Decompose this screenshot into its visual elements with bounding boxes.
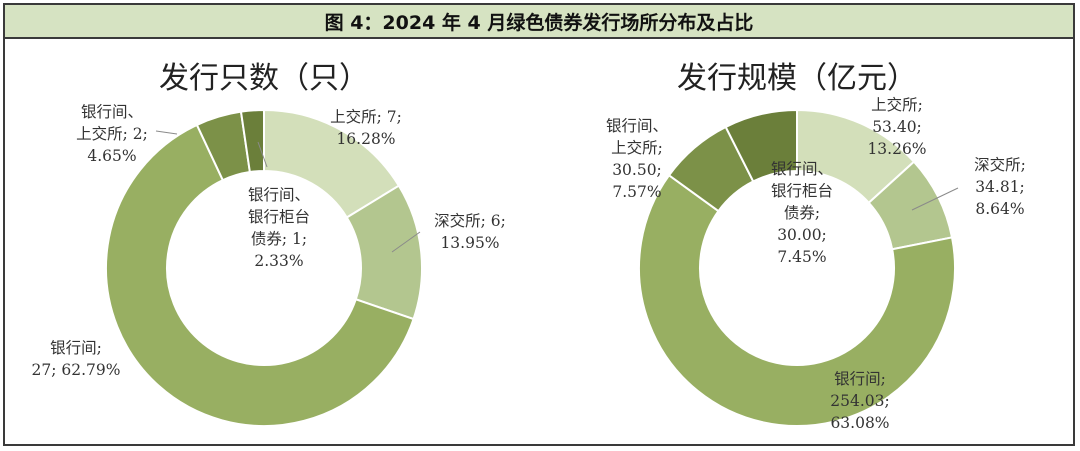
data-label: 深交所; 34.81; 8.64%	[974, 156, 1026, 218]
leader-line	[391, 231, 421, 253]
data-label: 上交所; 7; 16.28%	[330, 108, 402, 148]
leader-line	[257, 141, 268, 168]
data-label: 银行间; 27; 62.79%	[32, 339, 121, 379]
data-label: 上交所; 53.40; 13.26%	[867, 96, 926, 158]
slice-3	[105, 123, 415, 427]
slice-5	[724, 108, 798, 183]
donut-chart-1: 发行只数（只） 上交所; 7; 16.28% 深交所; 6; 13.95% 银行间; 27;…	[32, 61, 506, 427]
data-label: 银行间、上交所; 2; 4.65%	[76, 103, 148, 165]
leader-line	[911, 187, 959, 211]
chart-title: 发行只数（只）	[159, 61, 369, 96]
figure-title: 图 4：2024 年 4 月绿色债券发行场所分布及占比	[5, 5, 1073, 39]
chart-title: 发行规模（亿元）	[677, 61, 917, 96]
data-label: 银行间、银行柜台债券; 1; 2.33%	[248, 186, 310, 270]
slice-5	[239, 108, 265, 174]
data-label: 深交所; 6; 13.95%	[434, 212, 506, 252]
data-label: 银行间; 254.03; 63.08%	[830, 370, 889, 432]
leader-line	[155, 130, 178, 135]
data-label: 银行间、上交所; 30.50; 7.57%	[606, 117, 668, 201]
data-label: 银行间、银行柜台债券; 30.00; 7.45%	[771, 160, 833, 266]
donut-chart-2: 发行规模（亿元）上交所; 53.40; 13.26% 深交所; 34.81; 8.64% 银…	[606, 61, 1026, 432]
slice-3	[638, 173, 956, 427]
